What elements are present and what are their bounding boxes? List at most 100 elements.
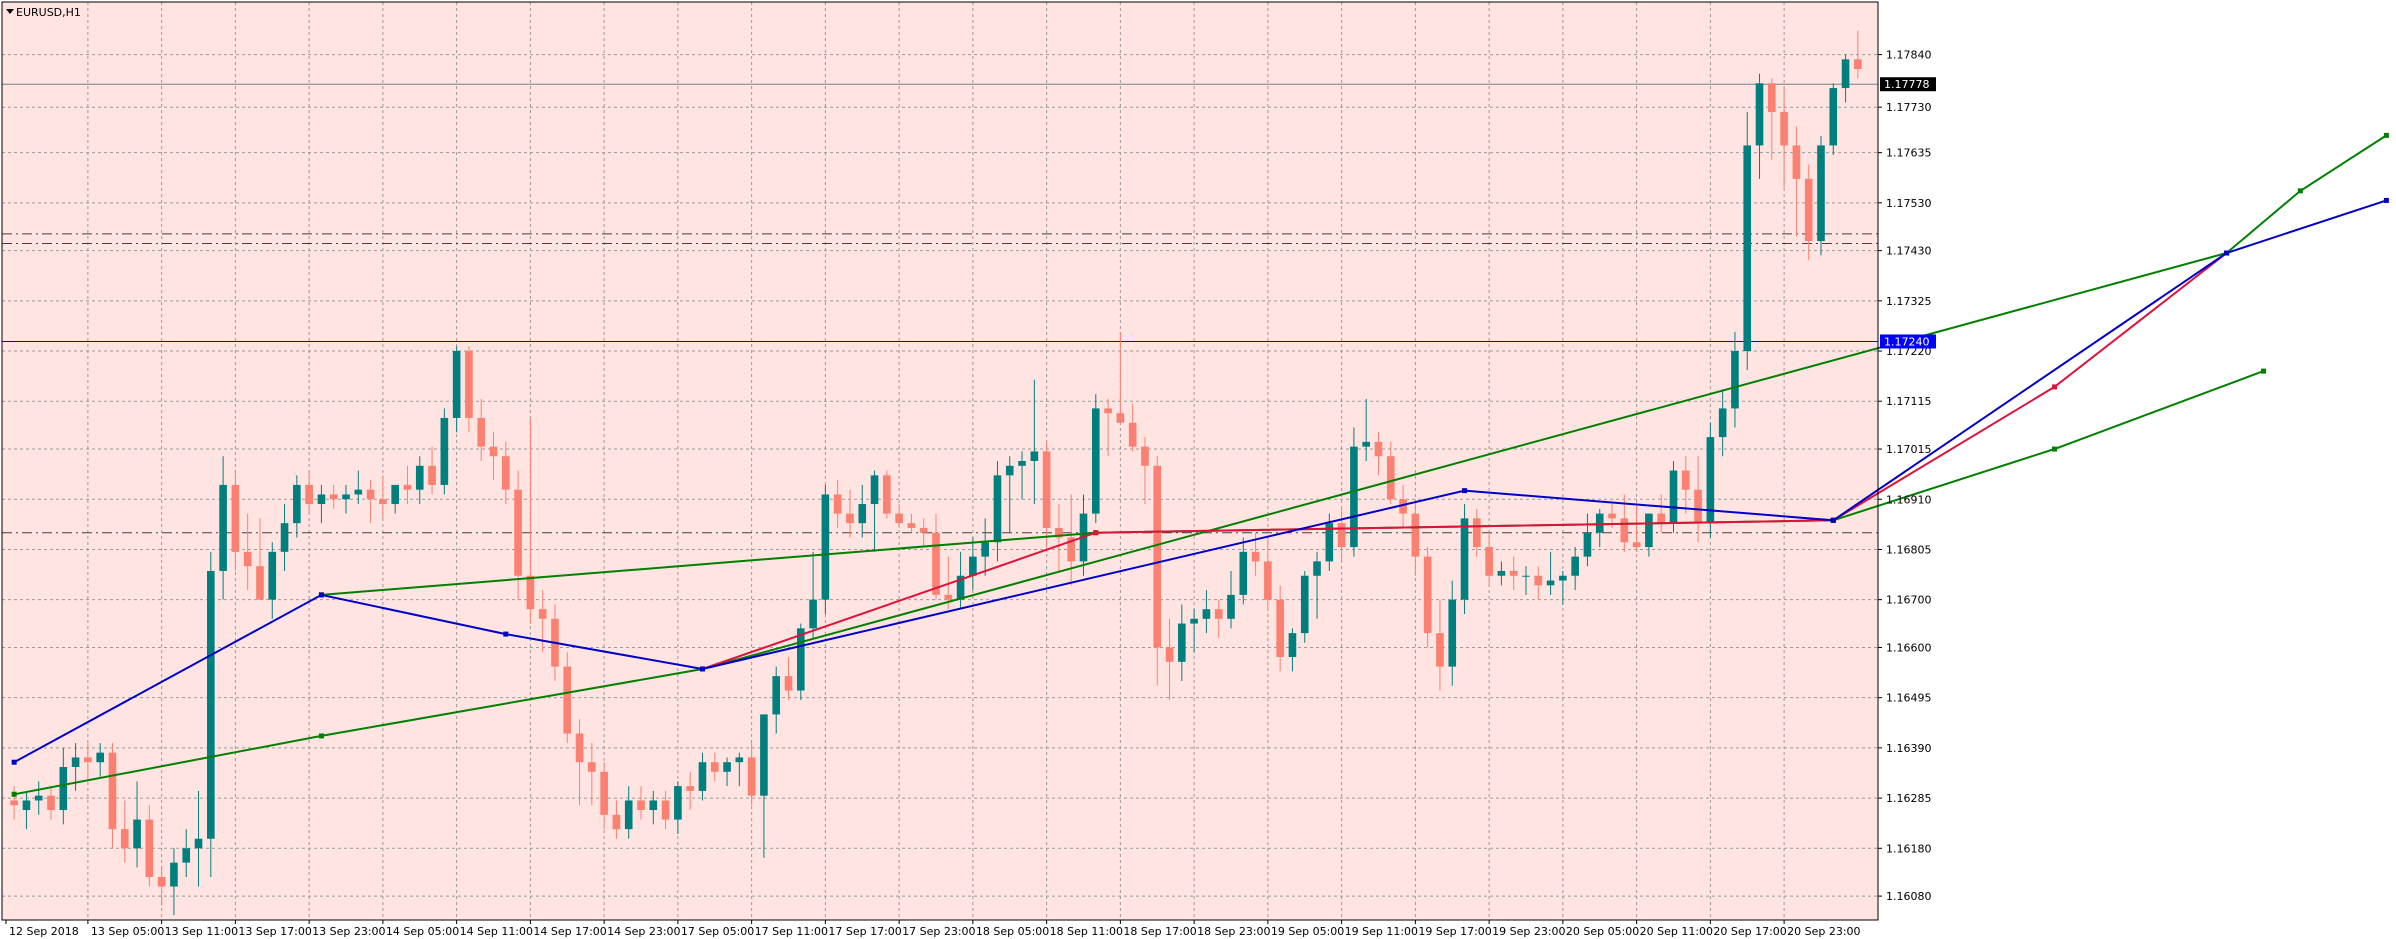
candle: [1153, 456, 1162, 686]
candle-body: [1190, 618, 1198, 624]
candle-body: [428, 465, 436, 485]
x-tick-label: 13 Sep 17:00: [238, 925, 311, 938]
blue-trend-line-anchor[interactable]: [503, 631, 509, 637]
candle-body: [993, 475, 1002, 543]
candle-body: [1116, 413, 1125, 423]
candle: [1091, 394, 1100, 524]
candle-body: [1768, 83, 1776, 112]
green-trend-line-anchor[interactable]: [2383, 132, 2389, 138]
green-trend-line-anchor[interactable]: [11, 791, 17, 797]
dropdown-triangle-icon[interactable]: [6, 9, 14, 14]
candle: [1817, 135, 1825, 256]
green-trend-line-anchor[interactable]: [2052, 446, 2058, 452]
candle: [1411, 499, 1420, 576]
candle-body: [1264, 561, 1272, 600]
y-tick-label: 1.17635: [1886, 147, 1932, 160]
candle-body: [84, 757, 92, 763]
candle-body: [194, 838, 203, 849]
green-trend-line[interactable]: [13, 134, 2387, 796]
candle: [293, 475, 301, 538]
candle-body: [1473, 518, 1481, 548]
candle-body: [182, 848, 191, 863]
candle: [1067, 494, 1076, 586]
y-tick-label: 1.16080: [1886, 890, 1932, 903]
candle: [932, 513, 940, 600]
candle-body: [932, 532, 940, 595]
candle-body: [1153, 465, 1162, 648]
candle-body: [1436, 633, 1444, 667]
blue-trend-line-anchor[interactable]: [11, 759, 17, 765]
candle: [1264, 537, 1272, 610]
candle-body: [206, 570, 215, 839]
candle-body: [305, 484, 313, 505]
candle-body: [1817, 145, 1825, 242]
candle-body: [1091, 408, 1100, 514]
candle: [1731, 331, 1739, 428]
candle: [919, 518, 928, 548]
candle: [1571, 547, 1579, 591]
candle: [1583, 513, 1592, 567]
candle-body: [1104, 408, 1112, 414]
blue-trend-line-anchor[interactable]: [1462, 488, 1468, 494]
candle-body: [686, 786, 694, 791]
blue-trend-line-anchor[interactable]: [2224, 250, 2230, 256]
candle: [1485, 532, 1493, 586]
candle: [1694, 456, 1702, 543]
candle: [342, 484, 350, 514]
candle-body: [280, 523, 289, 552]
candle: [674, 781, 682, 834]
candle-body: [1792, 145, 1801, 179]
candle-body: [22, 800, 31, 811]
candle: [1829, 83, 1838, 155]
candle: [686, 771, 694, 811]
candle-body: [981, 542, 989, 557]
candle-body: [403, 484, 412, 490]
candle-body: [1227, 594, 1235, 619]
candle: [723, 757, 731, 787]
candle: [969, 537, 977, 591]
candle: [588, 743, 596, 806]
y-tick-label: 1.16495: [1886, 692, 1932, 705]
red-trend-line-anchor[interactable]: [2052, 384, 2058, 390]
y-tick-label: 1.16390: [1886, 742, 1932, 755]
candle-body: [1497, 570, 1506, 576]
blue-trend-line-anchor[interactable]: [1830, 517, 1836, 523]
candle-body: [1522, 575, 1530, 577]
candle: [465, 346, 473, 433]
candle: [600, 762, 608, 830]
candle-body: [710, 762, 719, 772]
candle-body: [1042, 451, 1051, 528]
red-trend-line-anchor[interactable]: [1093, 530, 1099, 536]
candle: [895, 504, 903, 528]
candle-body: [440, 417, 449, 485]
candle: [1141, 437, 1149, 505]
candle: [1227, 570, 1235, 629]
candle-body: [907, 523, 916, 528]
candle-body: [219, 484, 227, 571]
candle-body: [293, 484, 301, 524]
candle-body: [563, 666, 572, 734]
candle-body: [1571, 556, 1579, 576]
candle: [870, 470, 879, 552]
candle-body: [1300, 575, 1309, 634]
candle-body: [243, 551, 252, 567]
candle: [1190, 609, 1198, 653]
candle-body: [1657, 513, 1666, 524]
candle-body: [1743, 145, 1752, 352]
blue-trend-line-anchor[interactable]: [2383, 197, 2389, 203]
candle: [329, 484, 338, 509]
price-axis: 1.17840 1.17730 1.17635 1.17530 1.17430 1.173…: [1878, 49, 1932, 903]
candle: [1546, 551, 1555, 595]
candle: [1743, 111, 1752, 371]
blue-trend-line-anchor[interactable]: [318, 592, 324, 598]
green-trend-line-anchor[interactable]: [2297, 188, 2303, 194]
candle-body: [1706, 437, 1715, 524]
blue-trend-line[interactable]: [13, 199, 2387, 764]
green-trend-line-anchor[interactable]: [2260, 368, 2266, 374]
candle: [59, 747, 68, 825]
blue-trend-line-anchor[interactable]: [699, 666, 705, 672]
green-trend-line-anchor[interactable]: [318, 733, 324, 739]
candle-body: [1202, 609, 1211, 619]
candle: [1276, 585, 1284, 672]
